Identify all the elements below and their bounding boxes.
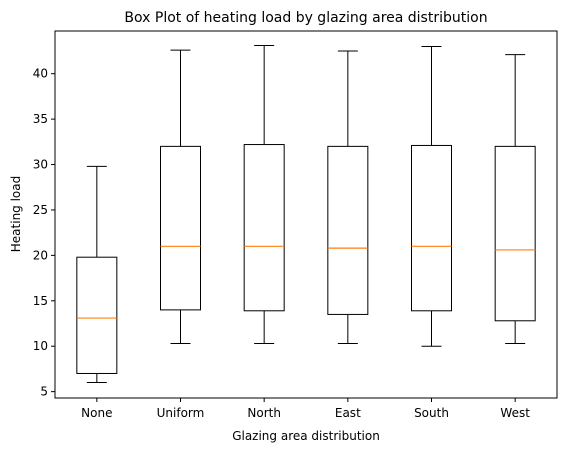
chart-title: Box Plot of heating load by glazing area… — [124, 10, 487, 26]
y-tick-label: 40 — [33, 67, 48, 81]
y-tick-label: 35 — [33, 112, 48, 126]
y-tick-label: 10 — [33, 339, 48, 353]
y-tick-label: 20 — [33, 248, 48, 262]
axes-frame — [55, 31, 557, 398]
box-iqr — [328, 146, 368, 314]
x-tick-label: West — [500, 406, 530, 420]
x-tick-label: East — [335, 406, 361, 420]
y-tick-label: 15 — [33, 294, 48, 308]
x-tick-label: North — [247, 406, 281, 420]
box-iqr — [412, 145, 452, 310]
x-axis-label: Glazing area distribution — [232, 429, 380, 443]
box-iqr — [77, 257, 117, 373]
y-axis-label: Heating load — [9, 176, 23, 252]
plot-area: 5 10 15 20 25 30 35 40 None Uniform North East South… — [33, 31, 557, 420]
x-tick-label: South — [414, 406, 449, 420]
y-tick-label: 25 — [33, 203, 48, 217]
x-tick-label: Uniform — [157, 406, 205, 420]
box-iqr — [161, 146, 201, 310]
y-tick-label: 5 — [40, 385, 48, 399]
y-tick-label: 30 — [33, 158, 48, 172]
box-iqr — [244, 145, 284, 311]
box-iqr — [495, 146, 535, 320]
x-tick-label: None — [81, 406, 112, 420]
